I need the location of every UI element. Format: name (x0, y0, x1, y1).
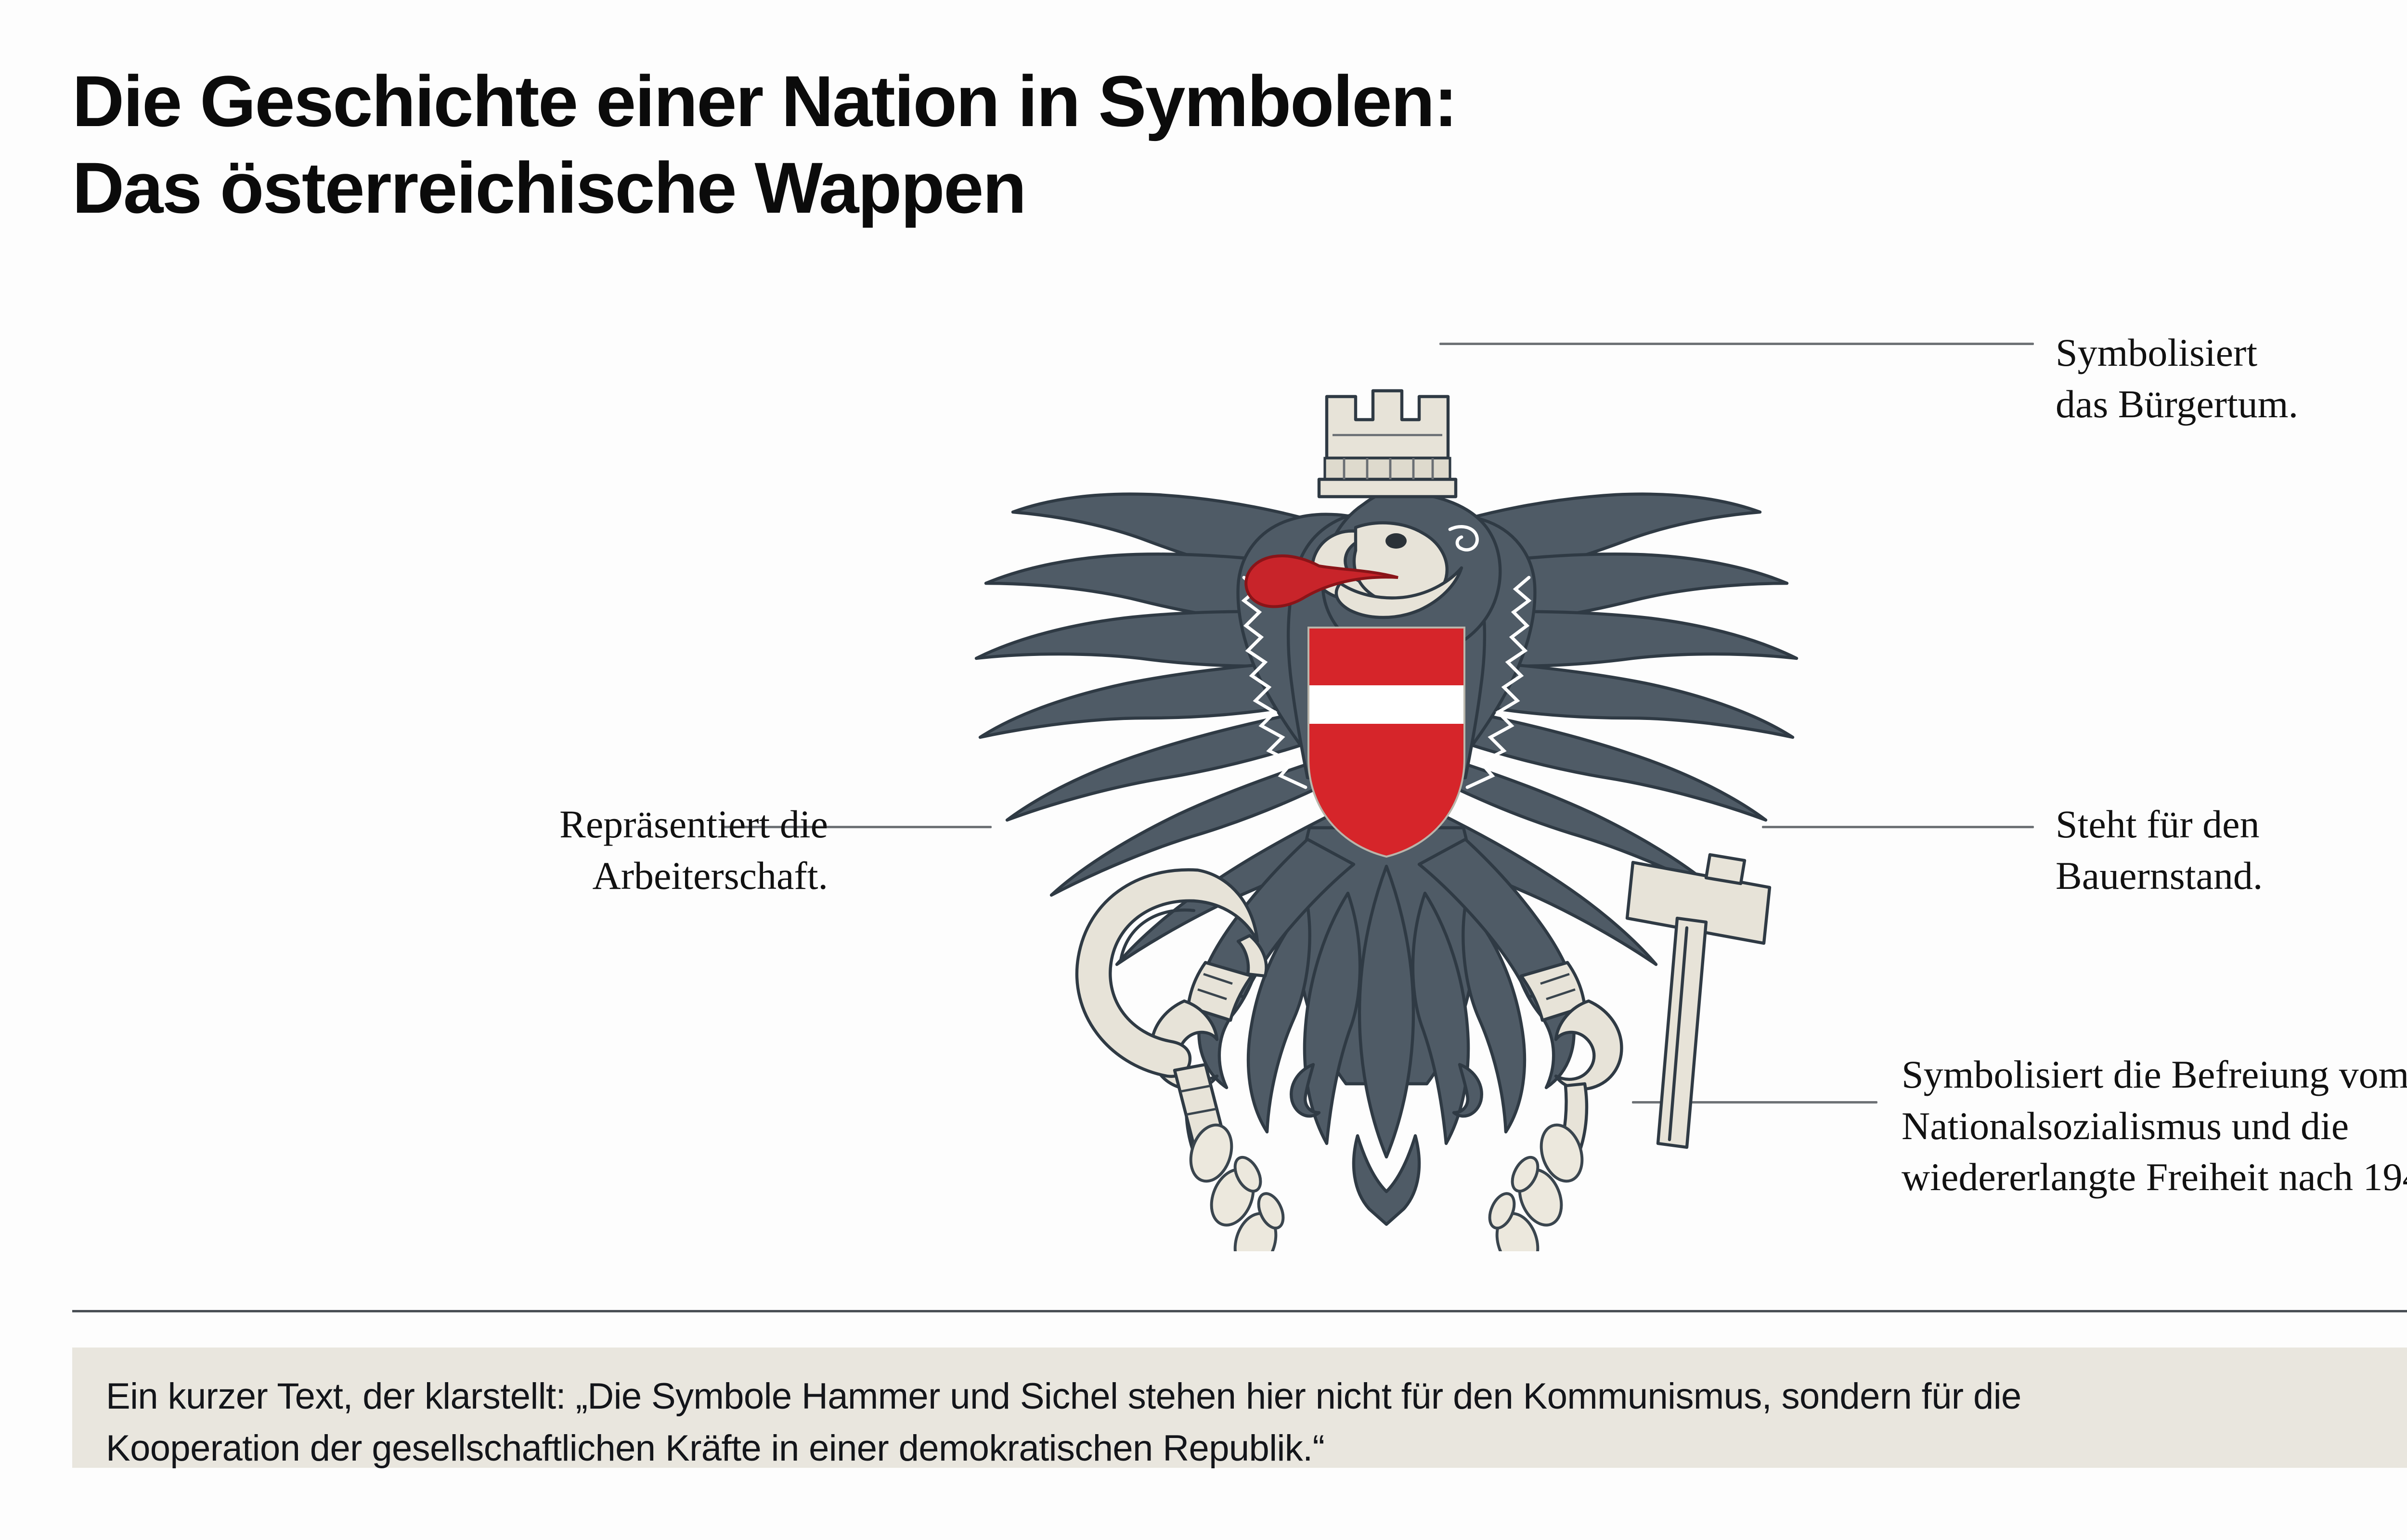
mural-crown (1317, 389, 1458, 499)
callout-hammer-line-1: Steht für den (2056, 802, 2260, 846)
austria-shield (1307, 627, 1465, 858)
eagle-eye (1385, 533, 1407, 549)
callout-hammer-line-2: Bauernstand. (2056, 853, 2263, 898)
callout-crown-line-1: Symbolisiert (2056, 331, 2258, 374)
leader-line-chains (1632, 1101, 1877, 1104)
callout-chains: Symbolisiert die Befreiung vom Nationals… (1902, 1049, 2407, 1203)
leader-line-crown (1439, 343, 2034, 345)
eagle-head (1244, 491, 1502, 660)
austrian-coat-of-arms-emblem: .bd { fill:#4f5b66; stroke:#2f3a44; stro… (905, 289, 1868, 1251)
callout-chains-line-2: Nationalsozialismus und die (1902, 1104, 2349, 1148)
shield-band-top (1308, 628, 1464, 685)
eagle-tongue (1244, 554, 1398, 608)
section-divider (72, 1310, 2407, 1312)
callout-chains-line-1: Symbolisiert die Befreiung vom (1902, 1052, 2407, 1096)
leader-line-sickle (722, 826, 992, 828)
shield-band-bottom (1308, 724, 1464, 857)
callout-chains-line-3: wiedererlangte Freiheit nach 1945. (1902, 1155, 2407, 1199)
broken-chain-right (1488, 1123, 1584, 1251)
hammer (1625, 853, 1772, 1149)
callout-sickle: Repräsentiert die Arbeiterschaft. (231, 799, 828, 901)
callout-hammer: Steht für den Bauernstand. (2056, 799, 2407, 901)
callout-crown: Symbolisiert das Bürgertum. (2056, 327, 2407, 430)
callout-sickle-line-2: Arbeiterschaft. (592, 853, 828, 898)
caption-line-1: Ein kurzer Text, der klarstellt: „Die Sy… (106, 1376, 2021, 1417)
talon-right (1417, 837, 1623, 1155)
caption-line-2: Kooperation der gesellschaftlichen Kräft… (106, 1427, 1325, 1469)
title-line-1: Die Geschichte einer Nation in Symbolen: (72, 61, 1458, 141)
callout-crown-line-2: das Bürgertum. (2056, 382, 2299, 426)
title-line-2: Das österreichische Wappen (72, 147, 1027, 228)
page-title: Die Geschichte einer Nation in Symbolen:… (72, 58, 2190, 231)
leader-line-hammer (1762, 826, 2034, 828)
clarification-caption-box: Ein kurzer Text, der klarstellt: „Die Sy… (72, 1348, 2407, 1469)
broken-chain-left (1189, 1123, 1285, 1251)
callout-sickle-line-1: Repräsentiert die (559, 802, 828, 846)
